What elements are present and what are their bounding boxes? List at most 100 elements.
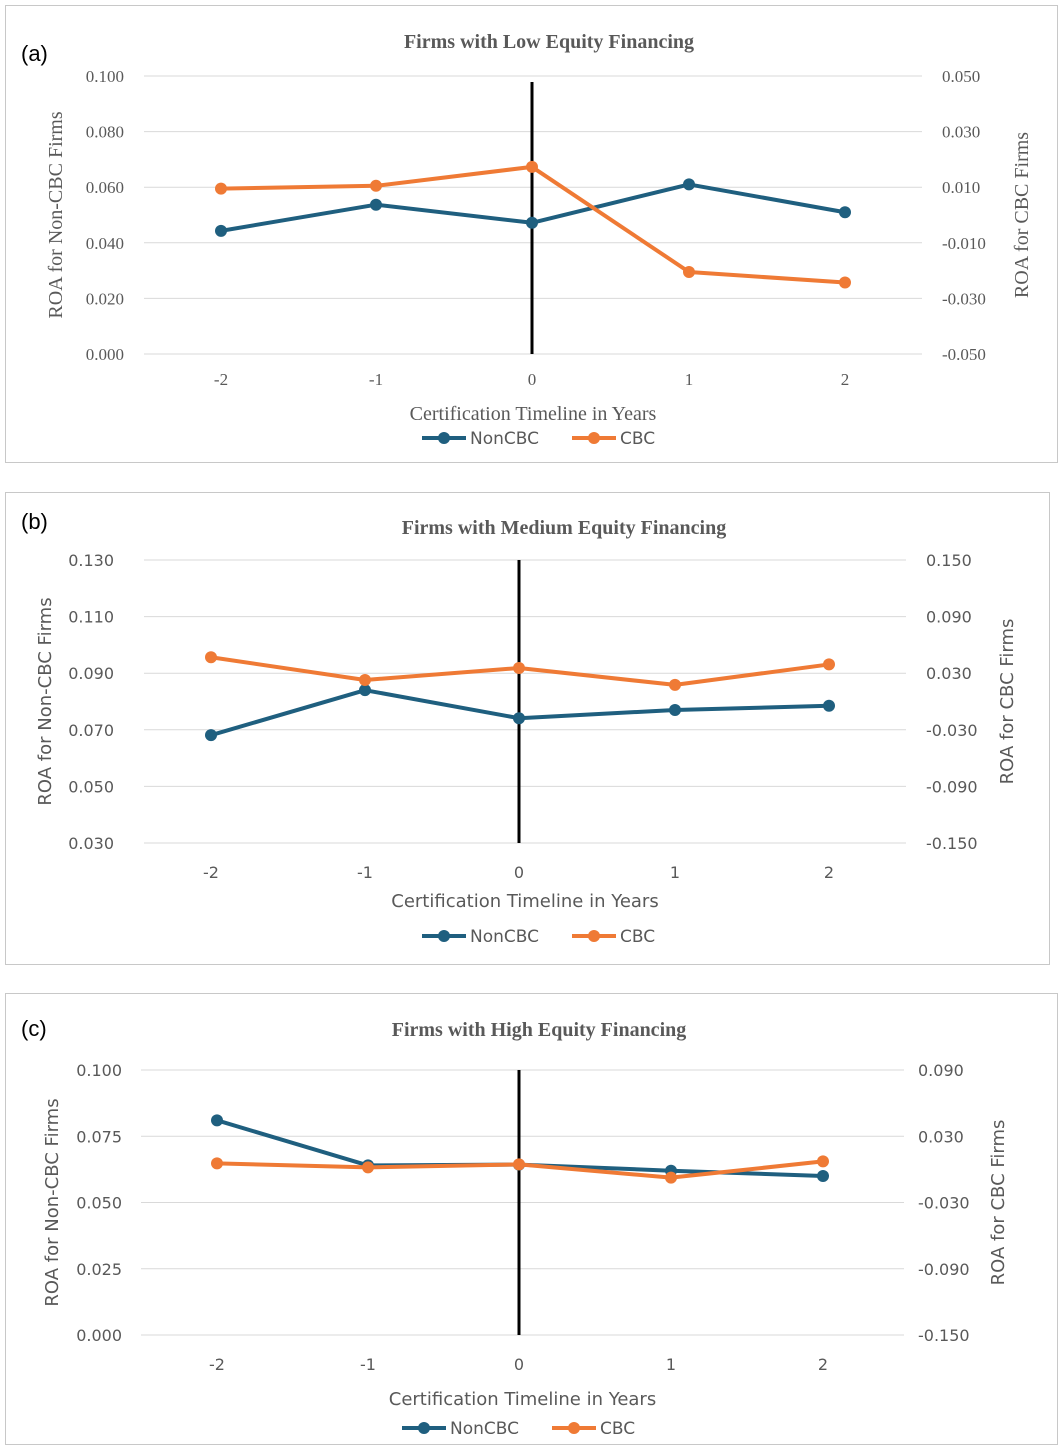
legend-swatch-marker — [588, 930, 600, 942]
y-right-tick-label: 0.150 — [926, 551, 972, 570]
legend: NonCBC CBC — [422, 927, 655, 947]
data-point-cbc — [526, 160, 538, 173]
y-left-tick-label: 0.030 — [68, 834, 114, 853]
legend-label: NonCBC — [470, 429, 539, 449]
line-chart: (a) Firms with Low Equity Financing 0.100 0… — [21, 31, 1033, 449]
data-point-cbc — [817, 1155, 829, 1168]
chart-panel-b: (b) Firms with Medium Equity Financing 0.1… — [5, 492, 1050, 965]
x-axis-label: Certification Timeline in Years — [389, 1389, 656, 1410]
legend-item-cbc: CBC — [572, 429, 655, 449]
x-tick-label: -2 — [209, 1355, 225, 1374]
y-right-tick-label: -0.090 — [926, 777, 978, 796]
data-point-cbc — [362, 1161, 374, 1174]
x-tick-label: -1 — [357, 863, 373, 882]
data-point-noncbc — [823, 699, 835, 712]
legend-item-cbc: CBC — [552, 1419, 635, 1439]
y-right-tick-label: 0.090 — [918, 1061, 964, 1080]
y-right-tick-label: 0.010 — [942, 178, 980, 197]
y-left-tick-label: 0.100 — [76, 1061, 122, 1080]
y-right-tick-label: -0.030 — [942, 289, 986, 308]
data-point-noncbc — [211, 1114, 223, 1127]
y-left-tick-label: 0.075 — [76, 1127, 122, 1146]
chart-panel-c: (c) Firms with High Equity Financing 0.100… — [5, 993, 1058, 1445]
y-left-axis-label: ROA for Non-CBC Firms — [35, 597, 56, 805]
data-point-cbc — [513, 662, 525, 675]
data-point-noncbc — [817, 1170, 829, 1182]
line-chart: (c) Firms with High Equity Financing 0.100… — [21, 1016, 1009, 1439]
data-point-cbc — [215, 182, 227, 195]
data-point-noncbc — [205, 729, 217, 742]
panel-label: (a) — [21, 41, 48, 66]
legend-label: CBC — [600, 1419, 635, 1439]
data-point-cbc — [839, 276, 851, 289]
data-point-noncbc — [526, 216, 538, 229]
x-tick-label: -2 — [203, 863, 219, 882]
y-right-tick-label: 0.030 — [942, 123, 980, 142]
data-point-noncbc — [839, 206, 851, 219]
y-left-tick-label: 0.000 — [76, 1326, 122, 1345]
data-point-cbc — [683, 265, 695, 278]
x-axis-label: Certification Timeline in Years — [410, 403, 657, 425]
data-point-cbc — [665, 1171, 677, 1184]
legend: NonCBC CBC — [402, 1419, 635, 1439]
legend-label: NonCBC — [470, 927, 539, 947]
y-right-tick-label: 0.050 — [942, 67, 980, 86]
y-left-tick-label: 0.130 — [68, 551, 114, 570]
y-left-tick-label: 0.110 — [68, 608, 114, 627]
x-tick-label: 2 — [841, 370, 850, 389]
legend-swatch-marker — [568, 1422, 580, 1434]
data-point-noncbc — [669, 703, 681, 716]
panel-label: (c) — [21, 1016, 47, 1041]
chart-title: Firms with Low Equity Financing — [404, 31, 694, 53]
x-tick-label: 0 — [514, 863, 524, 882]
legend-item-noncbc: NonCBC — [402, 1419, 519, 1439]
y-right-tick-label: -0.050 — [942, 345, 986, 364]
y-right-tick-label: -0.150 — [926, 834, 978, 853]
legend-swatch-marker — [418, 1422, 430, 1434]
y-right-axis-label: ROA for CBC Firms — [1011, 132, 1033, 298]
x-tick-label: 2 — [818, 1355, 828, 1374]
line-chart: (b) Firms with Medium Equity Financing 0.1… — [21, 509, 1018, 947]
y-left-tick-label: 0.040 — [86, 234, 124, 253]
y-right-tick-label: 0.090 — [926, 608, 972, 627]
y-left-axis-label: ROA for Non-CBC Firms — [42, 1098, 63, 1306]
y-left-axis-label: ROA for Non-CBC Firms — [45, 111, 67, 318]
y-right-tick-label: -0.010 — [942, 234, 986, 253]
data-point-cbc — [359, 673, 371, 686]
data-point-cbc — [370, 179, 382, 192]
legend-swatch-marker — [438, 930, 450, 942]
legend-item-noncbc: NonCBC — [422, 429, 539, 449]
y-right-axis-label: ROA for CBC Firms — [997, 619, 1018, 785]
y-left-tick-label: 0.025 — [76, 1260, 122, 1279]
y-left-tick-label: 0.090 — [68, 664, 114, 683]
x-tick-label: 0 — [514, 1355, 524, 1374]
y-right-tick-label: 0.030 — [918, 1127, 964, 1146]
y-left-tick-label: 0.050 — [68, 777, 114, 796]
x-tick-label: 1 — [685, 370, 694, 389]
x-tick-label: -1 — [369, 370, 383, 389]
legend-label: CBC — [620, 429, 655, 449]
legend-label: CBC — [620, 927, 655, 947]
y-right-tick-label: -0.030 — [918, 1194, 970, 1213]
legend-label: NonCBC — [450, 1419, 519, 1439]
legend-item-noncbc: NonCBC — [422, 927, 539, 947]
chart-title: Firms with High Equity Financing — [392, 1019, 687, 1041]
y-left-tick-label: 0.000 — [86, 345, 124, 364]
data-point-noncbc — [370, 198, 382, 211]
data-point-noncbc — [683, 178, 695, 191]
x-tick-label: -2 — [214, 370, 228, 389]
y-left-tick-label: 0.070 — [68, 721, 114, 740]
y-left-tick-label: 0.050 — [76, 1194, 122, 1213]
legend-swatch-marker — [588, 432, 600, 444]
legend-swatch-marker — [438, 432, 450, 444]
y-right-tick-label: -0.090 — [918, 1260, 970, 1279]
x-tick-label: 1 — [666, 1355, 676, 1374]
legend-item-cbc: CBC — [572, 927, 655, 947]
data-point-noncbc — [215, 224, 227, 237]
y-left-tick-label: 0.080 — [86, 123, 124, 142]
y-left-tick-label: 0.060 — [86, 178, 124, 197]
data-point-cbc — [205, 651, 217, 664]
y-right-tick-label: -0.150 — [918, 1326, 970, 1345]
data-point-noncbc — [359, 684, 371, 697]
legend: NonCBC CBC — [422, 429, 655, 449]
